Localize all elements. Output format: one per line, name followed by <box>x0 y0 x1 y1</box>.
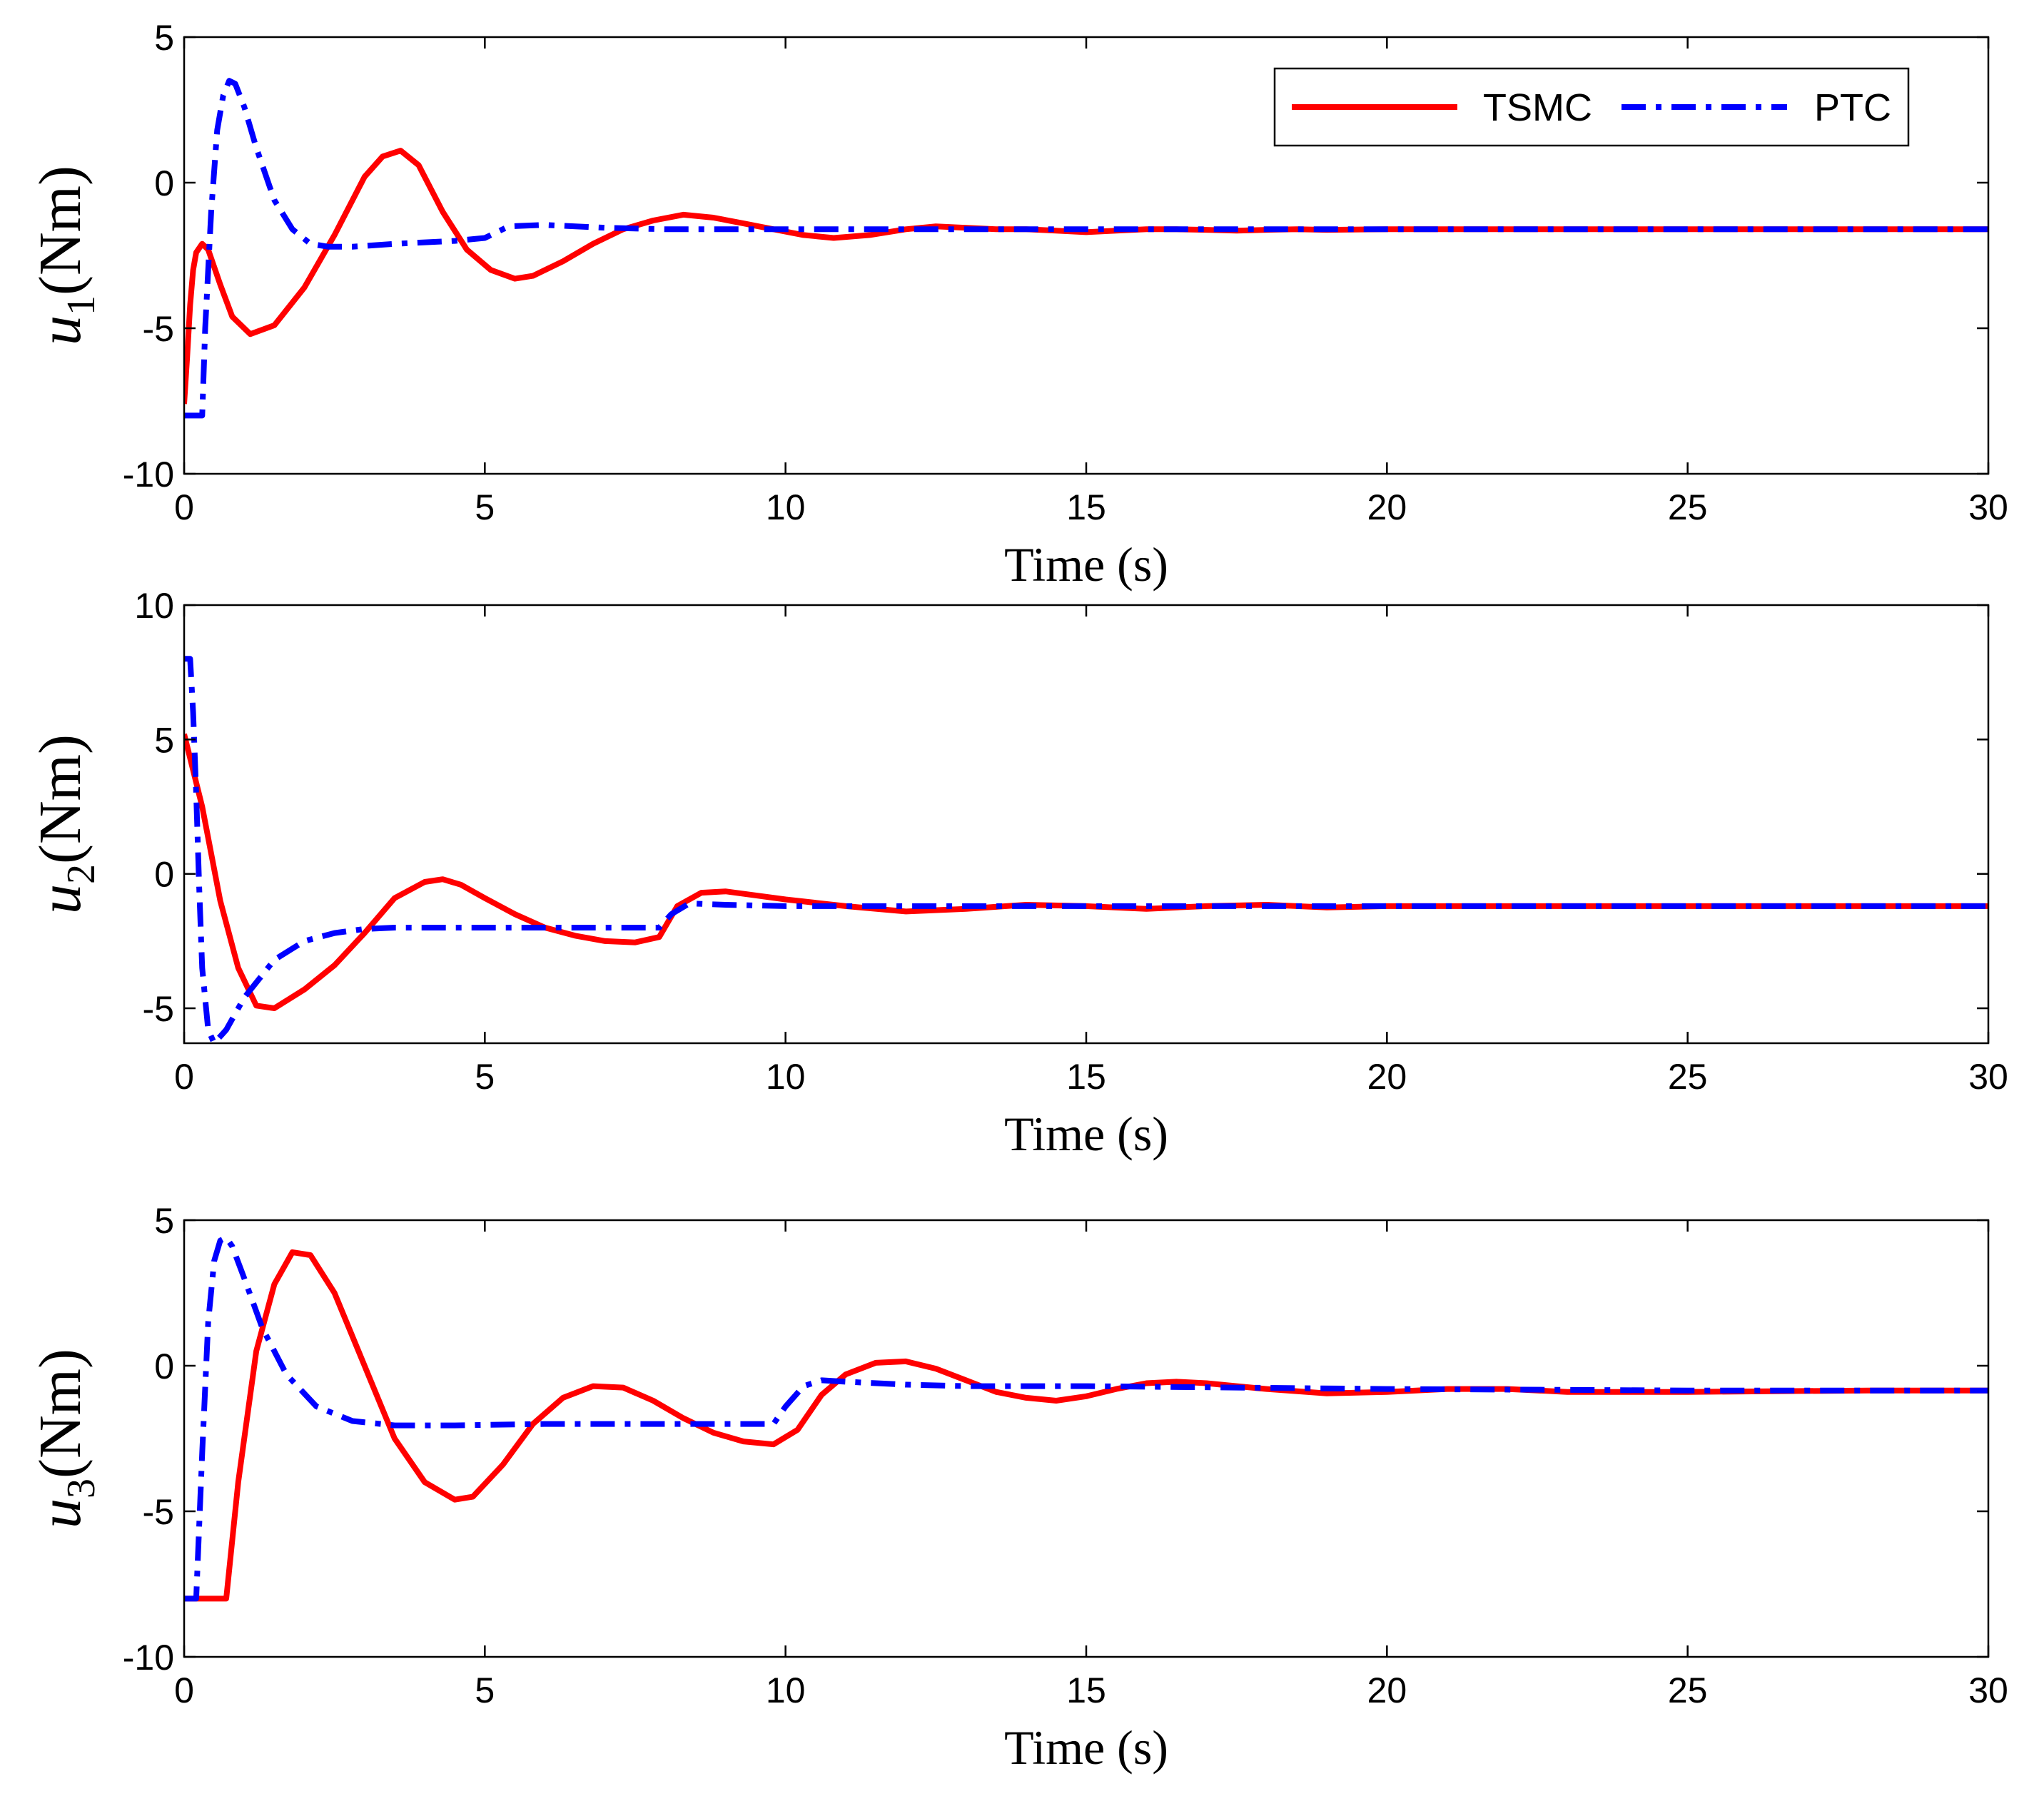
x-axis-label: Time (s) <box>1004 1107 1168 1161</box>
y-tick-label: 10 <box>134 586 174 626</box>
plot-area <box>184 78 1988 419</box>
x-tick-label: 0 <box>174 487 194 527</box>
x-tick-label: 20 <box>1367 487 1407 527</box>
y-tick-label: 5 <box>154 720 174 760</box>
y-tick-label: 0 <box>154 1346 174 1386</box>
x-tick-label: 5 <box>475 1670 495 1710</box>
plot-area <box>184 1234 1988 1602</box>
x-tick-label: 25 <box>1668 1057 1708 1097</box>
y-tick-label: 5 <box>154 1201 174 1241</box>
y-axis-label-var: u <box>27 315 93 345</box>
y-axis-label: u1(Nm) <box>27 166 103 345</box>
x-tick-label: 0 <box>174 1057 194 1097</box>
x-tick-label: 10 <box>766 1057 806 1097</box>
y-axis-label-var: u <box>27 884 93 914</box>
x-tick-label: 5 <box>475 1057 495 1097</box>
legend-label-ptc: PTC <box>1814 86 1891 129</box>
y-tick-label: -5 <box>143 1492 174 1532</box>
x-tick-label: 25 <box>1668 487 1708 527</box>
y-tick-label: -10 <box>123 455 174 494</box>
x-tick-label: 20 <box>1367 1057 1407 1097</box>
y-axis-label-var: u <box>27 1498 93 1528</box>
y-axis-label: u2(Nm) <box>27 734 103 914</box>
y-tick-label: 5 <box>154 18 174 58</box>
series-line-ptc <box>184 656 1988 1043</box>
x-tick-label: 15 <box>1066 1670 1106 1710</box>
y-axis-label-unit: (Nm) <box>27 166 93 295</box>
legend-label-tsmc: TSMC <box>1483 86 1592 129</box>
plot-area <box>184 656 1988 1043</box>
y-tick-label: 0 <box>154 855 174 895</box>
y-tick-label: -5 <box>143 989 174 1029</box>
legend: TSMC PTC <box>1273 67 1910 147</box>
y-axis-label-unit: (Nm) <box>27 1349 93 1478</box>
x-tick-label: 0 <box>174 1670 194 1710</box>
x-axis-label: Time (s) <box>1004 537 1168 592</box>
series-line-ptc <box>184 1234 1988 1602</box>
y-axis-label-sub: 3 <box>59 1478 103 1498</box>
x-tick-label: 15 <box>1066 1057 1106 1097</box>
y-axis-label: u3(Nm) <box>27 1349 103 1528</box>
x-tick-label: 10 <box>766 487 806 527</box>
y-tick-label: -10 <box>123 1638 174 1678</box>
y-tick-label: 0 <box>154 163 174 203</box>
series-line-ptc <box>184 78 1988 419</box>
x-tick-label: 5 <box>475 487 495 527</box>
x-tick-label: 15 <box>1066 487 1106 527</box>
y-axis-label-sub: 2 <box>59 864 103 884</box>
subplot-1: 0 5 10 15 20 25 30 -10 -5 0 5 Time (s) u1(Nm) TSMC PTC <box>27 18 2008 592</box>
x-tick-label: 20 <box>1367 1670 1407 1710</box>
y-axis-label-unit: (Nm) <box>27 734 93 864</box>
x-tick-label: 30 <box>1968 487 2008 527</box>
x-tick-label: 30 <box>1968 1057 2008 1097</box>
y-axis-label-sub: 1 <box>59 295 103 315</box>
x-tick-label: 30 <box>1968 1670 2008 1710</box>
x-axis-label: Time (s) <box>1004 1720 1168 1775</box>
x-tick-label: 10 <box>766 1670 806 1710</box>
subplot-3: 0 5 10 15 20 25 30 -10 -5 0 5 Time (s) u3(Nm) <box>27 1201 2008 1775</box>
x-tick-label: 25 <box>1668 1670 1708 1710</box>
y-tick-label: -5 <box>143 309 174 349</box>
